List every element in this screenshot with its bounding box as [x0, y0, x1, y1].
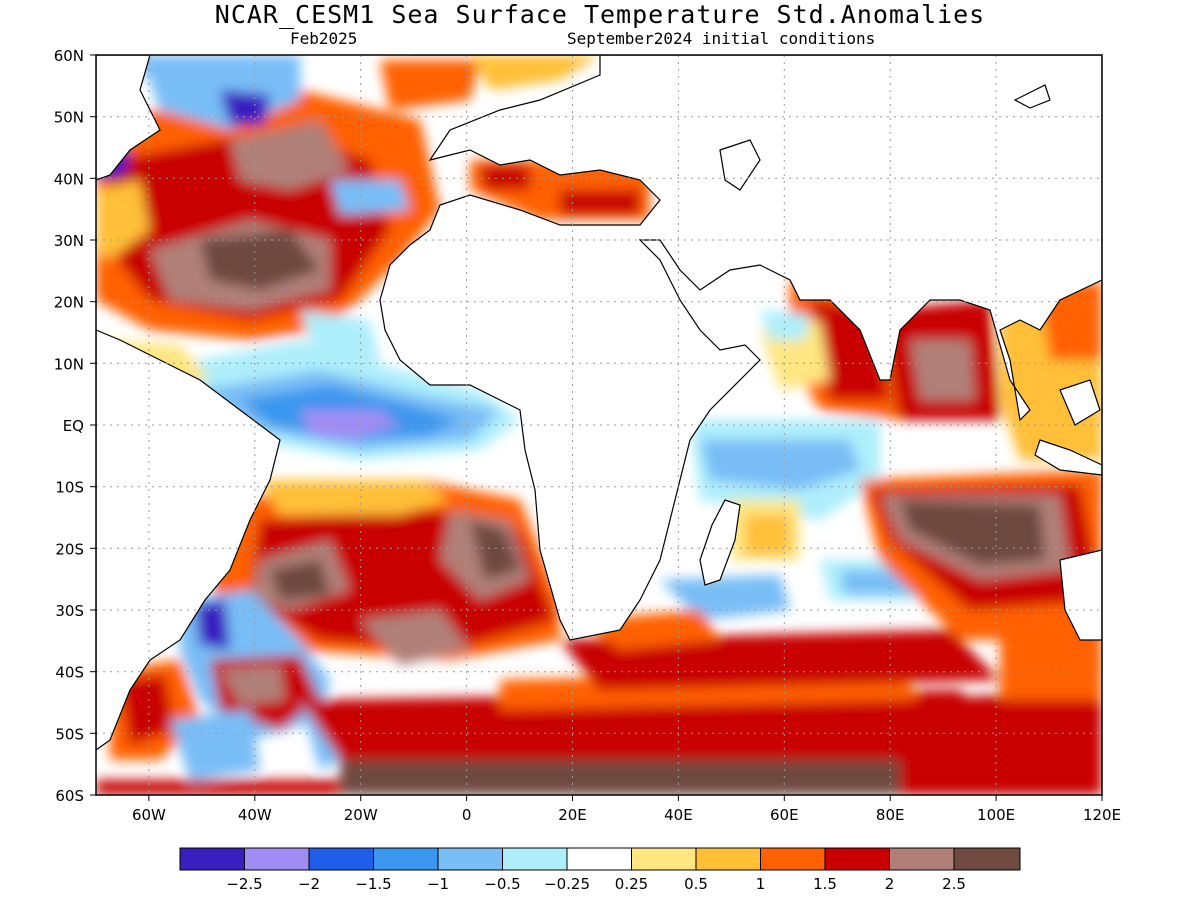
- lat-label: 50S: [55, 725, 84, 743]
- lon-label: 40E: [664, 806, 693, 824]
- colorbar-label: 0.25: [615, 875, 648, 893]
- lon-label: 60W: [132, 806, 166, 824]
- lat-label: 30S: [55, 602, 84, 620]
- lon-label: 60E: [770, 806, 799, 824]
- map-title: NCAR_CESM1 Sea Surface Temperature Std.A…: [214, 0, 986, 29]
- colorbar-swatch: [438, 848, 503, 870]
- colorbar-swatch: [825, 848, 890, 870]
- initial-conditions: September2024 initial conditions: [567, 29, 876, 48]
- lat-label: 40N: [54, 170, 84, 188]
- lon-label: 40W: [238, 806, 272, 824]
- forecast-month: Feb2025: [290, 29, 358, 48]
- lon-label: 20E: [558, 806, 587, 824]
- colorbar-swatch: [502, 848, 567, 870]
- colorbar-swatch: [309, 848, 374, 870]
- lon-label: 20W: [344, 806, 378, 824]
- colorbar-swatch: [567, 848, 632, 870]
- continents: [96, 55, 1102, 751]
- lat-label: 60S: [55, 787, 84, 805]
- colorbar-label: 1.5: [813, 875, 837, 893]
- colorbar-label: −1.5: [355, 875, 391, 893]
- lat-label: 10N: [54, 355, 84, 373]
- colorbar-label: −2.5: [226, 875, 262, 893]
- tick-marks: [90, 54, 1103, 801]
- lat-label: 20N: [54, 294, 84, 312]
- colorbar-label: −1: [427, 875, 449, 893]
- lat-label: 40S: [55, 664, 84, 682]
- colorbar-label: 2.5: [942, 875, 966, 893]
- colorbar-swatch: [954, 848, 1020, 870]
- colorbar-swatch: [244, 848, 309, 870]
- colorbar-swatch: [696, 848, 761, 870]
- colorbar-swatch: [180, 848, 245, 870]
- colorbar-label: −0.25: [544, 875, 590, 893]
- lon-label: 0: [462, 806, 472, 824]
- lat-label: 50N: [54, 109, 84, 127]
- colorbar-swatch: [889, 848, 954, 870]
- colorbar-swatch: [373, 848, 438, 870]
- lon-label: 80E: [876, 806, 905, 824]
- colorbar-label: −2: [298, 875, 320, 893]
- latitude-labels: 60N 50N 40N 30N 20N 10N EQ 10S 20S 30S 4…: [54, 47, 84, 805]
- colorbar-label: 0.5: [684, 875, 708, 893]
- lon-label: 120E: [1083, 806, 1121, 824]
- lat-label: EQ: [63, 417, 84, 435]
- lat-label: 20S: [55, 540, 84, 558]
- lat-label: 60N: [54, 47, 84, 65]
- colorbar-swatch: [760, 848, 825, 870]
- graticule: [96, 55, 1102, 795]
- lat-label: 30N: [54, 232, 84, 250]
- colorbar-label: −0.5: [484, 875, 520, 893]
- lon-label: 100E: [977, 806, 1015, 824]
- colorbar: −2.5 −2 −1.5 −1 −0.5 −0.25 0.25 0.5 1 1.…: [179, 847, 1021, 893]
- colorbar-label: 2: [885, 875, 895, 893]
- longitude-labels: 60W 40W 20W 0 20E 40E 60E 80E 100E 120E: [132, 806, 1121, 824]
- colorbar-swatch: [631, 848, 696, 870]
- colorbar-label: 1: [756, 875, 766, 893]
- lat-label: 10S: [55, 479, 84, 497]
